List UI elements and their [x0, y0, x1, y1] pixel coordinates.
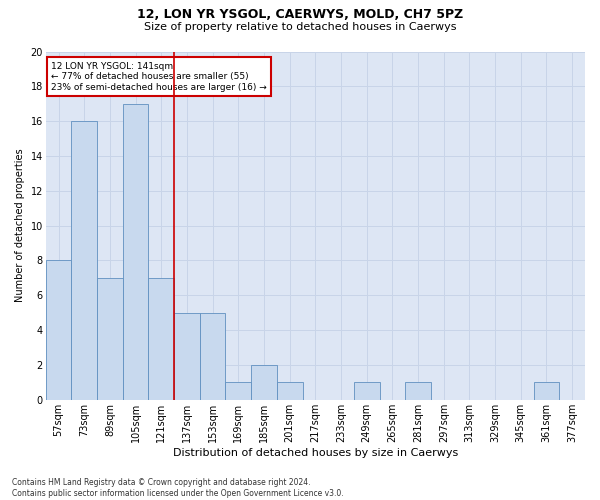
Bar — [226, 382, 251, 400]
Text: 12, LON YR YSGOL, CAERWYS, MOLD, CH7 5PZ: 12, LON YR YSGOL, CAERWYS, MOLD, CH7 5PZ — [137, 8, 463, 20]
Bar — [148, 278, 174, 400]
Y-axis label: Number of detached properties: Number of detached properties — [15, 149, 25, 302]
Bar — [174, 312, 200, 400]
Bar — [405, 382, 431, 400]
Bar — [251, 365, 277, 400]
Bar — [123, 104, 148, 400]
Bar — [277, 382, 302, 400]
X-axis label: Distribution of detached houses by size in Caerwys: Distribution of detached houses by size … — [173, 448, 458, 458]
Bar — [354, 382, 380, 400]
Bar — [97, 278, 123, 400]
Text: 12 LON YR YSGOL: 141sqm
← 77% of detached houses are smaller (55)
23% of semi-de: 12 LON YR YSGOL: 141sqm ← 77% of detache… — [51, 62, 267, 92]
Bar — [46, 260, 71, 400]
Text: Size of property relative to detached houses in Caerwys: Size of property relative to detached ho… — [144, 22, 456, 32]
Bar — [200, 312, 226, 400]
Bar — [71, 121, 97, 400]
Bar — [533, 382, 559, 400]
Text: Contains HM Land Registry data © Crown copyright and database right 2024.
Contai: Contains HM Land Registry data © Crown c… — [12, 478, 344, 498]
